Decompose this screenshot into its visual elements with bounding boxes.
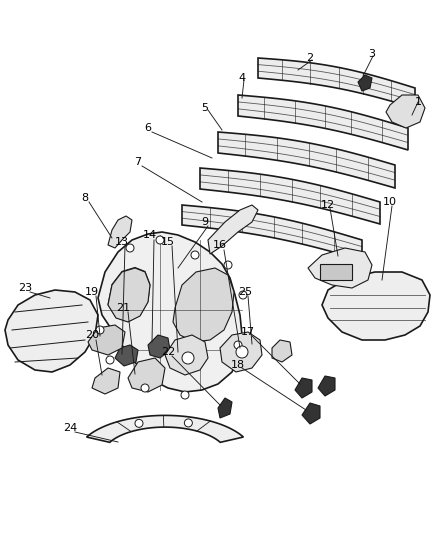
- Circle shape: [234, 341, 242, 349]
- Text: 16: 16: [213, 240, 227, 250]
- Text: 22: 22: [161, 347, 175, 357]
- Circle shape: [182, 352, 194, 364]
- Text: 4: 4: [238, 73, 246, 83]
- Circle shape: [184, 419, 192, 427]
- Polygon shape: [322, 272, 430, 340]
- Polygon shape: [272, 340, 292, 362]
- Text: 14: 14: [143, 230, 157, 240]
- Polygon shape: [302, 403, 320, 424]
- Text: 7: 7: [134, 157, 141, 167]
- Text: 9: 9: [201, 217, 208, 227]
- Polygon shape: [88, 325, 125, 355]
- Text: 2: 2: [307, 53, 314, 63]
- Polygon shape: [92, 368, 120, 394]
- Text: 17: 17: [241, 327, 255, 337]
- Text: 23: 23: [18, 283, 32, 293]
- Polygon shape: [358, 75, 372, 91]
- Polygon shape: [98, 232, 242, 392]
- Polygon shape: [128, 358, 165, 392]
- Text: 15: 15: [161, 237, 175, 247]
- Text: 12: 12: [321, 200, 335, 210]
- Polygon shape: [182, 205, 362, 260]
- Polygon shape: [208, 205, 258, 254]
- Polygon shape: [295, 378, 312, 398]
- Polygon shape: [148, 335, 170, 358]
- Polygon shape: [218, 132, 395, 188]
- Polygon shape: [108, 268, 150, 321]
- Polygon shape: [258, 58, 415, 108]
- Circle shape: [106, 356, 114, 364]
- Polygon shape: [218, 398, 232, 418]
- Text: 3: 3: [368, 49, 375, 59]
- Text: 10: 10: [383, 197, 397, 207]
- Circle shape: [191, 251, 199, 259]
- Circle shape: [135, 419, 143, 427]
- Polygon shape: [200, 168, 380, 224]
- Polygon shape: [238, 95, 408, 150]
- Circle shape: [126, 244, 134, 252]
- Text: 6: 6: [145, 123, 152, 133]
- Polygon shape: [108, 268, 150, 322]
- Text: 21: 21: [116, 303, 130, 313]
- Text: 19: 19: [85, 287, 99, 297]
- Text: 1: 1: [414, 97, 421, 107]
- Polygon shape: [115, 345, 138, 366]
- Polygon shape: [318, 376, 335, 396]
- Polygon shape: [5, 290, 98, 372]
- Circle shape: [181, 391, 189, 399]
- Polygon shape: [108, 216, 132, 248]
- Circle shape: [236, 346, 248, 358]
- Polygon shape: [386, 95, 425, 128]
- Text: 20: 20: [85, 330, 99, 340]
- Text: 25: 25: [238, 287, 252, 297]
- Bar: [320, 264, 352, 280]
- Circle shape: [96, 326, 104, 334]
- Polygon shape: [220, 332, 262, 372]
- Text: 8: 8: [81, 193, 88, 203]
- Circle shape: [224, 261, 232, 269]
- Text: 18: 18: [231, 360, 245, 370]
- Polygon shape: [173, 268, 234, 342]
- Circle shape: [156, 236, 164, 244]
- Polygon shape: [308, 248, 372, 288]
- Text: 24: 24: [63, 423, 77, 433]
- Text: 13: 13: [115, 237, 129, 247]
- Circle shape: [141, 384, 149, 392]
- Circle shape: [239, 291, 247, 299]
- Polygon shape: [165, 335, 208, 375]
- Polygon shape: [87, 415, 244, 442]
- Text: 5: 5: [201, 103, 208, 113]
